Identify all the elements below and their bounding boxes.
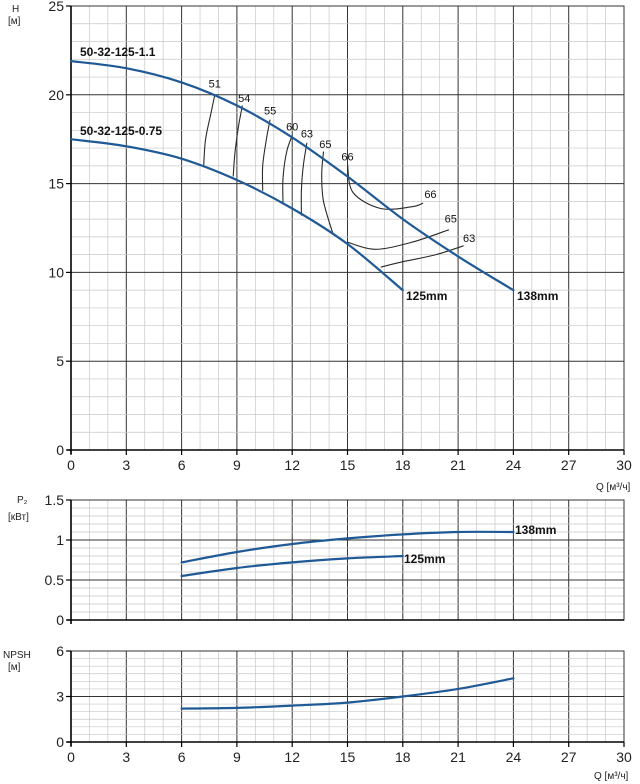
x-tick-label: 21 [450, 749, 466, 765]
efficiency-label-66: 66 [341, 152, 353, 164]
y-tick-label: 10 [48, 264, 64, 280]
efficiency-curve-65 [321, 151, 334, 234]
series-label-1-1: 50-32-125-1.1 [80, 45, 156, 59]
efficiency-label-54: 54 [238, 93, 250, 105]
efficiency-curve-55 [261, 119, 271, 191]
head-x-label: Q [м³/ч] [596, 482, 631, 493]
y-tick-label: 25 [48, 0, 64, 14]
x-tick-label: 18 [395, 457, 411, 473]
series-line-50-32-125-1-1 [69, 60, 515, 292]
x-tick-label: 24 [506, 749, 522, 765]
series-line-50-32-125-0-75 [69, 138, 404, 292]
power-end-label-125: 125mm [404, 552, 445, 566]
series-line-138mm [180, 530, 515, 564]
npsh-y-unit: [м] [8, 662, 21, 673]
efficiency-curve-65 [347, 229, 450, 250]
y-tick-label: 0 [56, 734, 64, 750]
efficiency-curve-51 [203, 94, 216, 166]
y-tick-label: 1 [56, 532, 64, 548]
x-tick-label: 18 [395, 749, 411, 765]
power-chart-panel: 0 0.5 1 1.5 P₂ [кВт] 138mm 125mm [8, 492, 625, 628]
y-tick-label: 3 [56, 689, 64, 705]
x-tick-label: 15 [340, 457, 356, 473]
x-tick-label: 15 [340, 749, 356, 765]
x-tick-label: 21 [450, 457, 466, 473]
x-tick-label: 12 [284, 749, 300, 765]
head-end-label-138: 138mm [517, 289, 558, 303]
x-tick-label: 3 [122, 457, 130, 473]
efficiency-label-66: 66 [424, 189, 436, 201]
y-tick-label: 15 [48, 176, 64, 192]
npsh-series [180, 677, 515, 710]
head-series [69, 60, 515, 292]
head-tick-labels: 0 5 10 15 20 25 0 3 6 9 12 15 18 21 24 27 30 [48, 0, 632, 473]
power-grid [67, 499, 625, 624]
y-tick-label: 20 [48, 87, 64, 103]
x-tick-label: 6 [178, 749, 186, 765]
y-tick-label: 0 [56, 442, 64, 458]
npsh-chart-panel: 0 3 6 0 3 6 9 12 15 18 21 24 27 30 NPSH [м] Q [м³/ч] [3, 643, 632, 782]
efficiency-curves [203, 94, 464, 268]
efficiency-curve-63 [380, 245, 464, 268]
x-tick-label: 24 [506, 457, 522, 473]
x-tick-label: 0 [67, 749, 75, 765]
series-label-0-75: 50-32-125-0.75 [80, 124, 162, 138]
efficiency-label-55: 55 [264, 105, 276, 117]
power-y-label: P₂ [17, 495, 28, 506]
efficiency-label-65: 65 [319, 139, 331, 151]
efficiency-label-60: 60 [286, 121, 298, 133]
x-tick-label: 9 [233, 749, 241, 765]
npsh-y-label: NPSH [3, 650, 31, 661]
efficiency-label-63: 63 [301, 128, 313, 140]
series-line-npsh [180, 677, 515, 710]
x-tick-label: 3 [122, 749, 130, 765]
npsh-grid [67, 650, 625, 746]
efficiency-label-63: 63 [463, 233, 475, 245]
head-y-label: H [12, 4, 19, 15]
head-y-unit: [м] [8, 16, 21, 27]
y-tick-label: 0.5 [45, 572, 65, 588]
head-end-label-125: 125mm [406, 289, 447, 303]
x-tick-label: 30 [616, 457, 632, 473]
x-tick-label: 12 [284, 457, 300, 473]
efficiency-label-65: 65 [445, 214, 457, 226]
head-grid [67, 5, 625, 454]
x-tick-label: 27 [561, 457, 577, 473]
efficiency-curve-60 [282, 135, 293, 204]
y-tick-label: 0 [56, 612, 64, 628]
npsh-x-label: Q [м³/ч] [594, 771, 629, 782]
x-tick-label: 0 [67, 457, 75, 473]
y-tick-label: 5 [56, 353, 64, 369]
power-y-unit: [кВт] [8, 512, 29, 523]
npsh-tick-labels: 0 3 6 0 3 6 9 12 15 18 21 24 27 30 [56, 643, 632, 765]
power-series [180, 530, 515, 578]
y-tick-label: 6 [56, 643, 64, 659]
efficiency-curve-63 [300, 142, 308, 216]
power-end-label-138: 138mm [515, 523, 556, 537]
series-line-125mm [180, 554, 404, 578]
x-tick-label: 27 [561, 749, 577, 765]
efficiency-curve-54 [232, 105, 243, 177]
x-tick-label: 6 [178, 457, 186, 473]
efficiency-label-51: 51 [209, 79, 221, 91]
power-tick-labels: 0 0.5 1 1.5 [45, 492, 71, 628]
efficiency-curve-66 [346, 163, 424, 210]
x-tick-label: 30 [616, 749, 632, 765]
y-tick-label: 1.5 [45, 492, 65, 508]
x-tick-label: 9 [233, 457, 241, 473]
